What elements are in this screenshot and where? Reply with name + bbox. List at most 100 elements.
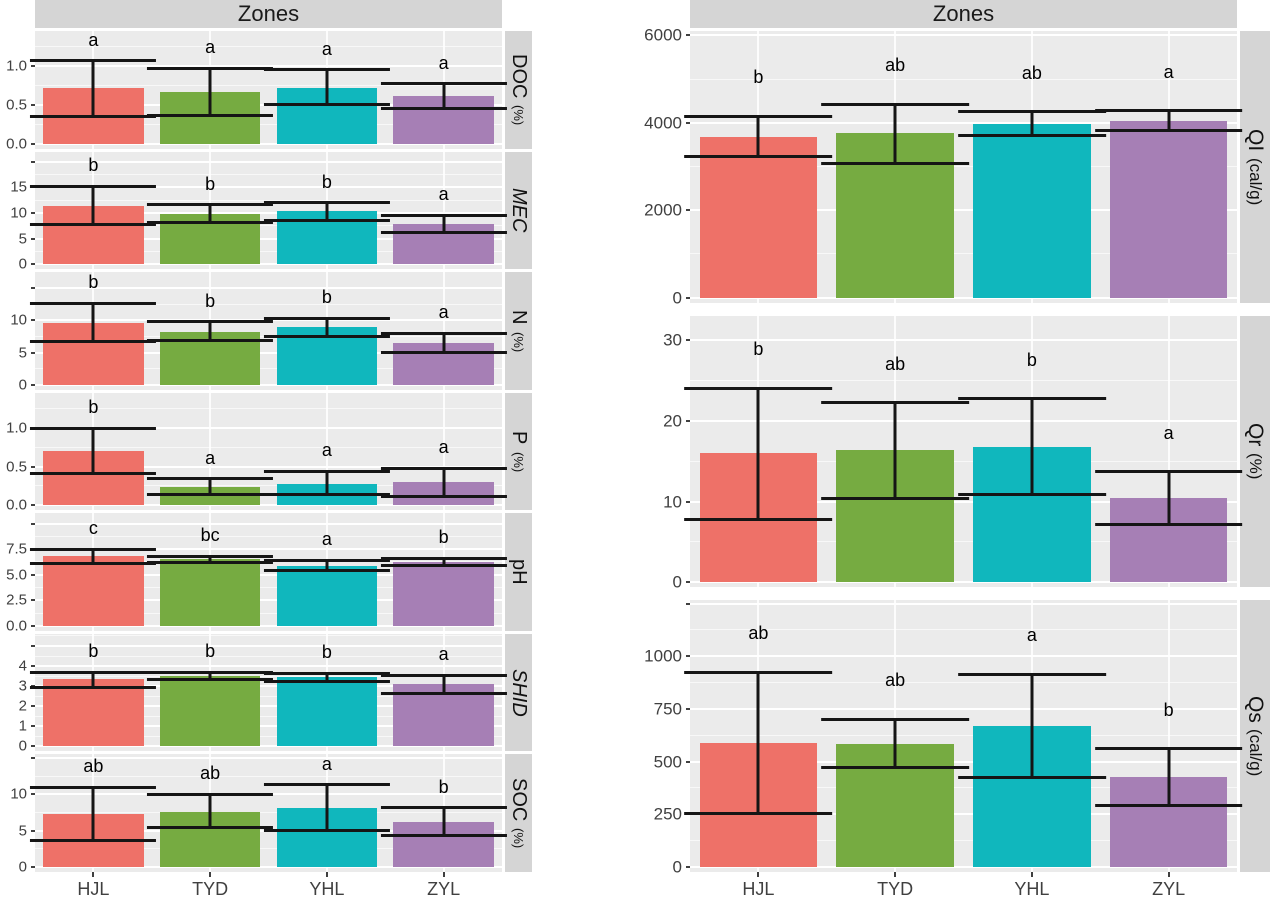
y-axis-shid: 0 1 2 3 4 [0,634,35,755]
gridline-vertical [442,151,445,270]
y-axis-soc: 0 5 10 [0,754,35,875]
facet-strip-label: N [508,310,530,325]
gridline-minor [35,735,502,737]
error-bar-cap [147,114,274,118]
error-bar-line [442,83,446,109]
gridline-major [35,465,502,468]
gridline-major [690,581,1237,584]
y-tick-mark [31,465,35,468]
error-bar-cap [263,569,390,573]
y-tick-mark [31,237,35,240]
y-tick-label: 0.0 [6,135,27,153]
error-bar-line [325,471,329,495]
y-axis-field: 0.0 0.5 1.0 [0,31,35,151]
plot-area-doc: a a a a [30,31,507,149]
error-bar-cap [821,401,969,405]
error-bar-cap [147,677,274,681]
y-tick-mark-unlabeled [31,287,35,290]
significance-letter: b [753,67,764,88]
significance-letter: ab [200,763,221,784]
gridline-minor [35,250,502,252]
bar-shid-yhl [276,677,378,747]
x-axis-gutter [0,872,35,906]
gridline-minor [35,612,502,614]
y-tick-label: 0.0 [6,617,27,635]
error-bar-line [208,556,212,563]
y-tick-mark-unlabeled [31,644,35,647]
y-tick-mark [686,34,690,37]
error-bar-line [91,428,95,474]
bar-qi-hjl [699,136,818,298]
error-bar-cap [380,556,507,560]
significance-letter: ab [885,55,906,76]
bar-shid-tyd [159,676,261,747]
gridline-major [35,548,502,551]
error-bar-cap [821,161,969,165]
significance-letter: a [321,753,332,774]
gridline-minor [35,46,502,48]
significance-letter: a [321,529,332,550]
plot-field: b ab b a [684,316,1243,584]
y-tick-mark [686,419,690,422]
y-tick-label: 2000 [644,200,682,220]
significance-letter: b [438,776,449,797]
error-bar-cap [30,670,157,674]
y-tick-label: 2.5 [6,591,27,609]
y-tick-label: 30 [663,330,682,350]
x-category-label: YHL [1014,879,1050,899]
y-tick-label: 0 [18,255,27,273]
error-bar-line [208,68,212,116]
y-tick-mark [686,338,690,341]
bar-ph-yhl [276,565,378,626]
gridline-minor [35,485,502,487]
x-category-label: TYD [877,879,914,899]
significance-letter: b [88,397,99,418]
gridline-major [690,866,1237,869]
error-bar-line [208,794,212,828]
y-tick-label: 2 [18,697,27,715]
error-bar-line [1030,111,1034,136]
facet-strip-unit: (cal/g) [1246,157,1265,206]
gridline-major [35,237,502,240]
significance-letter: ab [83,756,104,777]
gridline-major [35,599,502,602]
error-bar-line [1167,471,1171,525]
y-axis-doc: 0.0 0.5 1.0 [0,31,35,151]
error-bar-cap [30,685,157,689]
gridline-vertical [325,392,328,511]
error-bar-cap [147,560,274,564]
error-bar-cap [821,717,969,721]
facet-strip-title: Zones [35,0,502,28]
x-category-label: ZYL [427,879,461,899]
y-tick-mark [686,760,690,763]
y-tick-mark [31,351,35,354]
significance-letter: a [438,184,449,205]
error-bar-cap [263,335,390,338]
gridline-minor [690,460,1237,462]
bar-p-tyd [159,486,261,506]
y-tick-mark [31,665,35,668]
error-bar-cap [1094,470,1243,474]
error-bar-line [1030,398,1034,495]
significance-letter: a [438,302,449,323]
error-bar-cap [263,679,390,683]
gridline-minor [35,715,502,717]
error-bar-line [1030,674,1034,778]
y-tick-mark [31,793,35,796]
gridline-minor [690,682,1237,684]
facet-panel-ph: 0.0 2.5 5.0 7.5 c bc a b pH [0,513,532,635]
error-bar-cap [263,103,390,107]
facet-strip-qs: Qs (cal/g) [1240,600,1270,873]
y-tick-label: 0 [18,737,27,755]
gridline-major [35,160,502,163]
facet-strip-doc: DOC (%) [505,31,532,149]
significance-letter: b [753,339,764,360]
error-bar-line [91,787,95,841]
plot-area-qr: b ab b a [684,315,1243,588]
significance-letter: a [205,37,216,58]
error-bar-cap [263,558,390,562]
bar-qi-yhl [973,124,1091,298]
y-axis-mec: 0 5 10 15 [0,152,35,273]
